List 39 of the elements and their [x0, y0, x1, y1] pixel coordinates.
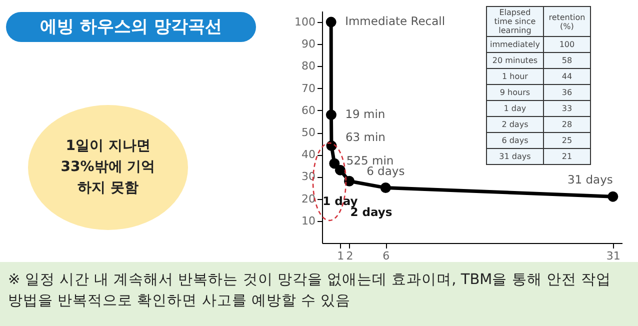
text: 36 — [562, 88, 572, 97]
annotation: immediately — [486, 36, 544, 52]
x-tick-label: 2 — [346, 250, 354, 262]
x-tick-label: 31 — [606, 250, 620, 262]
text: 25 — [562, 136, 572, 145]
annotation: 31 days — [486, 148, 544, 164]
y-tick-label: 90 — [302, 38, 316, 51]
text: 1일이 지나면 33%밖에 기억 하지 못함 — [28, 105, 188, 230]
annotation: Immediate Recall — [345, 14, 446, 28]
y-tick-label: 80 — [302, 60, 316, 73]
text: 58 — [562, 56, 572, 65]
annotation: 19 min — [345, 106, 386, 121]
text: ※ 일정 시간 내 계속해서 반복하는 것이 망각을 없애는데 효과이며, TBM을 통해 안전 작업 방법을 반복적으로 확인하면 사고를 예방할 수 있음 — [0, 262, 638, 326]
annotation: Elapsed time since learning — [486, 6, 544, 36]
text: 44 — [562, 72, 572, 81]
annotation: 1 day — [322, 194, 358, 208]
annotation: 6 days — [486, 132, 544, 148]
annotation: 31 days — [567, 172, 613, 187]
y-tick-label: 50 — [302, 126, 316, 140]
y-tick-label: 20 — [302, 192, 316, 206]
annotation: 1 hour — [486, 68, 544, 84]
y-tick-label: 70 — [302, 82, 316, 95]
text: 100 — [559, 40, 575, 49]
y-tick-label: 10 — [302, 214, 316, 228]
x-tick-label: 6 — [382, 250, 390, 262]
annotation: retention (%) — [543, 6, 590, 36]
annotation: 2 days — [486, 116, 544, 132]
annotation: 63 min — [345, 130, 386, 144]
annotation: 20 minutes — [486, 52, 544, 68]
y-tick-label: 100 — [294, 16, 316, 29]
x-tick-label: 1 — [337, 250, 344, 262]
text: 33 — [562, 104, 572, 113]
y-tick-label: 40 — [302, 148, 316, 162]
text: 에빙 하우스의 망각곡선 — [6, 12, 256, 42]
text: 28 — [562, 120, 572, 129]
annotation: 1 day — [486, 100, 544, 116]
text: 21 — [562, 152, 572, 161]
y-tick-label: 60 — [302, 104, 316, 117]
annotation: 9 hours — [486, 84, 544, 100]
